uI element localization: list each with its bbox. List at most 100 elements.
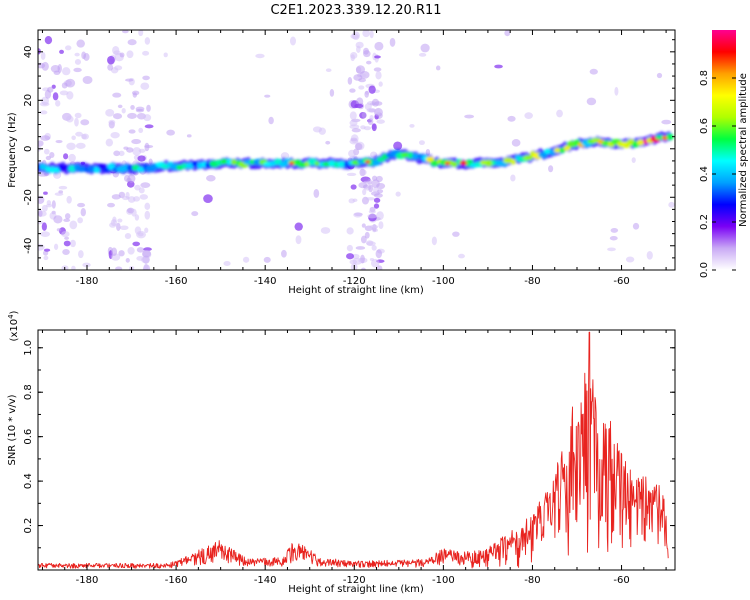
noise-speck <box>125 78 134 82</box>
noise-speck <box>138 187 145 194</box>
noise-speck <box>110 131 120 139</box>
x-tick-label: -160 <box>165 575 188 586</box>
noise-speck <box>127 39 137 46</box>
noise-speck <box>76 39 85 48</box>
ridge-cell <box>39 163 47 170</box>
noise-speck <box>107 63 114 71</box>
colorbar-tick-label: 0.6 <box>699 118 710 134</box>
noise-speck <box>510 174 516 182</box>
noise-speck <box>45 155 52 161</box>
snr-series-line <box>38 331 669 569</box>
noise-speck <box>346 244 353 252</box>
noise-speck <box>53 215 63 224</box>
y-tick-label: 0.4 <box>23 473 34 489</box>
noise-speck <box>507 115 516 122</box>
y-tick-label: 40 <box>23 45 34 58</box>
snr-frame <box>37 329 676 571</box>
x-tick-label: -140 <box>254 575 277 586</box>
noise-speck <box>364 90 369 98</box>
noise-speck <box>376 119 385 124</box>
noise-speck <box>124 175 131 182</box>
noise-speck <box>43 248 51 252</box>
noise-speck <box>62 249 70 255</box>
snr-y-multiplier-prefix: (x10 <box>9 319 20 342</box>
ridge-cell <box>559 147 566 154</box>
noise-speck <box>66 115 74 123</box>
noise-speck <box>358 77 366 83</box>
noise-speck <box>38 209 43 218</box>
noise-speck <box>63 218 71 223</box>
noise-speck <box>78 250 84 259</box>
x-tick-label: -80 <box>524 575 540 586</box>
noise-speck <box>44 36 53 45</box>
noise-speck <box>376 183 386 190</box>
noise-speck <box>268 116 274 125</box>
colorbar-ticks: 0.0 0.2 0.4 0.6 0.8 <box>699 70 736 278</box>
x-tick-label: -100 <box>432 575 455 586</box>
noise-speck <box>354 142 363 151</box>
noise-speck <box>39 110 48 115</box>
noise-speck <box>351 128 361 133</box>
noise-speck <box>362 180 371 185</box>
noise-speck <box>361 111 367 119</box>
noise-speck <box>39 102 50 107</box>
x-tick-label: -180 <box>76 276 99 287</box>
noise-speck <box>142 50 150 56</box>
noise-speck <box>325 68 332 72</box>
y-tick-label: -40 <box>23 238 34 254</box>
noise-speck <box>119 225 129 231</box>
noise-speck <box>409 123 415 128</box>
noise-speck <box>295 235 302 245</box>
noise-speck <box>395 191 401 197</box>
snr-y-multiplier-close: ) <box>9 310 20 314</box>
snr-y-multiplier: (x104) <box>7 310 20 341</box>
y-tick-label: 0.2 <box>23 518 34 534</box>
noise-speck <box>126 50 134 59</box>
noise-speck <box>74 117 79 127</box>
noise-speck <box>143 247 152 252</box>
noise-speck <box>41 222 47 231</box>
noise-speck <box>255 53 265 59</box>
noise-speck <box>494 64 503 69</box>
noise-speck <box>373 186 379 194</box>
ridge-peak <box>289 161 295 165</box>
noise-speck <box>74 52 80 57</box>
noise-speck <box>82 262 91 268</box>
ridge-cell <box>412 153 419 160</box>
noise-speck <box>418 52 427 57</box>
noise-speck <box>313 188 320 198</box>
noise-speck <box>163 52 168 58</box>
noise-speck <box>136 247 145 253</box>
noise-speck <box>354 103 364 109</box>
snr-y-label: SNR (10 * v/v) <box>7 394 18 465</box>
noise-speck <box>127 112 137 119</box>
noise-speck <box>134 214 140 221</box>
noise-speck <box>349 111 357 120</box>
noise-speck <box>375 249 383 259</box>
noise-speck <box>352 257 363 265</box>
ridge-cell <box>666 133 674 141</box>
ridge-cell <box>337 161 347 168</box>
noise-speck <box>364 231 370 239</box>
colorbar-label: Normalized spectral amplitude <box>738 73 749 227</box>
noise-speck <box>361 223 366 228</box>
noise-speck <box>40 51 46 60</box>
ridge-cell <box>451 161 458 167</box>
noise-speck <box>41 204 48 212</box>
spectrogram-frame <box>37 29 676 271</box>
noise-speck <box>71 135 76 141</box>
figure-title: C2E1.2023.339.12.20.R11 <box>270 3 441 18</box>
colorbar-tick-label: 0.2 <box>699 214 710 230</box>
noise-speck <box>632 222 640 230</box>
noise-speck <box>61 67 71 76</box>
noise-speck <box>369 257 375 261</box>
noise-speck <box>125 258 130 263</box>
noise-speck <box>55 139 63 144</box>
noise-speck <box>350 33 359 40</box>
noise-speck <box>374 41 384 51</box>
noise-speck <box>373 203 380 209</box>
noise-speck <box>320 227 331 234</box>
ridge-cell <box>554 147 561 153</box>
noise-speck <box>186 134 192 138</box>
noise-speck <box>51 200 56 209</box>
